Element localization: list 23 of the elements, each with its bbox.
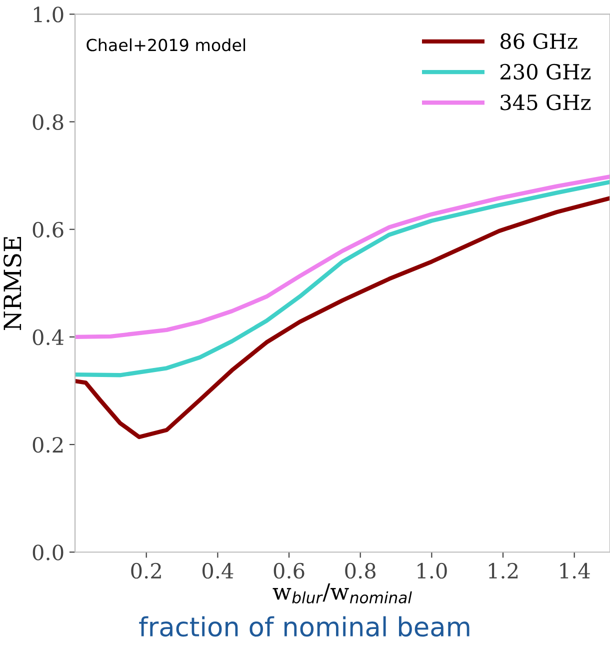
line-series [75,196,610,440]
line-series [75,180,610,378]
x-tick-label: 0.8 [345,562,376,579]
x-tick-label: 0.4 [202,562,234,579]
y-tick-label: 0.8 [32,114,64,130]
y-tick-label: 0.4 [32,329,64,346]
y-tick-label: 0.0 [32,544,64,560]
y-tick-label: 0.2 [32,436,63,453]
text: fraction of nominal beam [139,616,470,637]
annotation: Chael+2019 model [86,38,246,52]
y-tick-label: 0.6 [32,222,64,238]
legend-label: 230 GHz [500,64,590,80]
legend-label: 86 GHz [500,33,578,50]
x-tick-label: 0.2 [131,562,161,579]
y-tick-label: 1.0 [34,6,64,22]
y-axis-title: NRMSE [3,237,22,330]
x-tick-label: 1.4 [560,562,590,579]
x-tick-label: 1.0 [418,562,447,579]
x-axis-title: w$_{blur}$/w$_{nominal}$ [272,583,412,604]
line-series [75,174,610,340]
legend-label: 345 GHz [500,94,590,110]
x-tick-label: 0.6 [274,562,304,579]
x-tick-label: 1.2 [488,562,518,579]
